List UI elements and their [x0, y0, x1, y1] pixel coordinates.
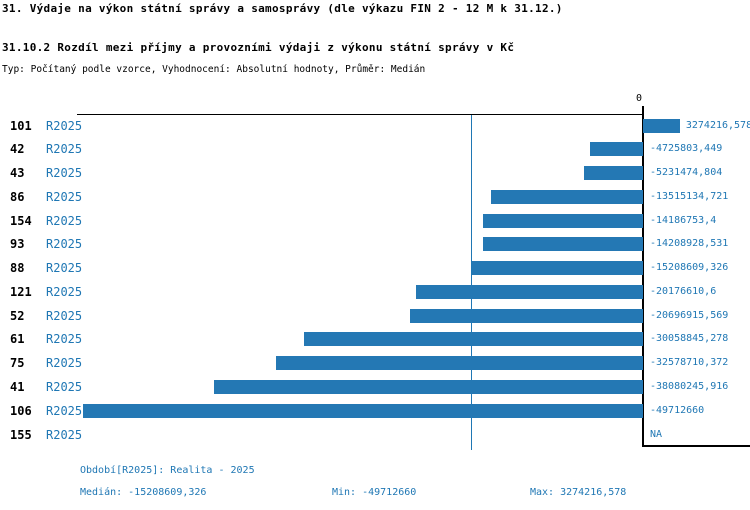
footer-median: Medián: -15208609,326 — [80, 487, 207, 498]
chart-subtitle: 31.10.2 Rozdíl mezi příjmy a provozními … — [2, 41, 515, 54]
axis-zero-line — [642, 106, 644, 447]
chart-row: 61 R2025 -30058845,278 — [0, 327, 750, 351]
row-value: -20176610,6 — [650, 285, 717, 297]
row-id: 61 — [10, 332, 25, 347]
footer-period-info: Období[R2025]: Realita - 2025 — [80, 465, 255, 476]
chart-meta-info: Typ: Počítaný podle vzorce, Vyhodnocení:… — [2, 64, 426, 75]
row-id: 88 — [10, 261, 25, 276]
bar — [490, 189, 643, 204]
median-reference-line — [471, 115, 472, 450]
row-id: 93 — [10, 237, 25, 252]
chart-row: 121 R2025 -20176610,6 — [0, 280, 750, 304]
bar — [409, 308, 643, 323]
row-period-label: R2025 — [46, 213, 83, 228]
row-id: 121 — [10, 284, 32, 299]
bar — [483, 213, 643, 228]
axis-bottom-line — [643, 445, 750, 447]
chart-row: 101 R2025 3274216,578 — [0, 114, 750, 138]
row-value: -13515134,721 — [650, 190, 729, 202]
row-value: NA — [650, 428, 663, 440]
row-value: 3274216,578 — [685, 119, 750, 131]
chart-row: 106 R2025 -49712660 — [0, 399, 750, 423]
row-value: -38080245,916 — [650, 380, 729, 392]
row-period-label: R2025 — [46, 237, 83, 252]
chart-row: 42 R2025 -4725803,449 — [0, 137, 750, 161]
row-period-label: R2025 — [46, 189, 83, 204]
row-period-label: R2025 — [46, 118, 83, 133]
row-value: -20696915,569 — [650, 309, 729, 321]
row-period-label: R2025 — [46, 142, 83, 157]
row-value: -15208609,326 — [650, 262, 729, 274]
row-value: -49712660 — [650, 404, 705, 416]
bar — [276, 356, 643, 371]
bar — [482, 237, 643, 252]
row-id: 43 — [10, 166, 25, 181]
footer-min: Min: -49712660 — [332, 487, 417, 498]
chart-row: 88 R2025 -15208609,326 — [0, 256, 750, 280]
row-period-label: R2025 — [46, 261, 83, 276]
bar — [471, 261, 643, 276]
chart-row: 154 R2025 -14186753,4 — [0, 209, 750, 233]
row-period-label: R2025 — [46, 308, 83, 323]
axis-top-line — [77, 114, 643, 115]
row-period-label: R2025 — [46, 427, 83, 442]
chart-row: 86 R2025 -13515134,721 — [0, 185, 750, 209]
row-id: 52 — [10, 308, 25, 323]
row-value: -5231474,804 — [650, 167, 723, 179]
row-id: 154 — [10, 213, 32, 228]
row-id: 42 — [10, 142, 25, 157]
row-id: 106 — [10, 403, 32, 418]
chart-row: 43 R2025 -5231474,804 — [0, 161, 750, 185]
chart-row: 52 R2025 -20696915,569 — [0, 304, 750, 328]
row-id: 41 — [10, 379, 25, 394]
bar — [415, 284, 643, 299]
row-id: 75 — [10, 356, 25, 371]
row-period-label: R2025 — [46, 356, 83, 371]
row-period-label: R2025 — [46, 403, 83, 418]
row-value: -30058845,278 — [650, 333, 729, 345]
bar — [643, 118, 680, 133]
row-id: 155 — [10, 427, 32, 442]
footer-stats: Medián: -15208609,326 Min: -49712660 Max… — [0, 487, 750, 503]
bar — [304, 332, 643, 347]
row-value: -32578710,372 — [650, 357, 729, 369]
footer-max: Max: 3274216,578 — [530, 487, 627, 498]
row-period-label: R2025 — [46, 166, 83, 181]
row-value: -14186753,4 — [650, 214, 717, 226]
chart-row: 41 R2025 -38080245,916 — [0, 375, 750, 399]
bar — [83, 403, 643, 418]
chart-row: 75 R2025 -32578710,372 — [0, 351, 750, 375]
row-period-label: R2025 — [46, 284, 83, 299]
bar — [589, 142, 643, 157]
row-period-label: R2025 — [46, 332, 83, 347]
row-id: 101 — [10, 118, 32, 133]
bar — [584, 166, 643, 181]
row-value: -14208928,531 — [650, 238, 729, 250]
page-title: 31. Výdaje na výkon státní správy a samo… — [2, 2, 563, 15]
row-value: -4725803,449 — [650, 143, 723, 155]
chart-row: 155 R2025 NA — [0, 423, 750, 447]
chart-row: 93 R2025 -14208928,531 — [0, 232, 750, 256]
axis-zero-label: 0 — [636, 93, 643, 104]
bar — [214, 379, 643, 394]
row-id: 86 — [10, 189, 25, 204]
row-period-label: R2025 — [46, 379, 83, 394]
